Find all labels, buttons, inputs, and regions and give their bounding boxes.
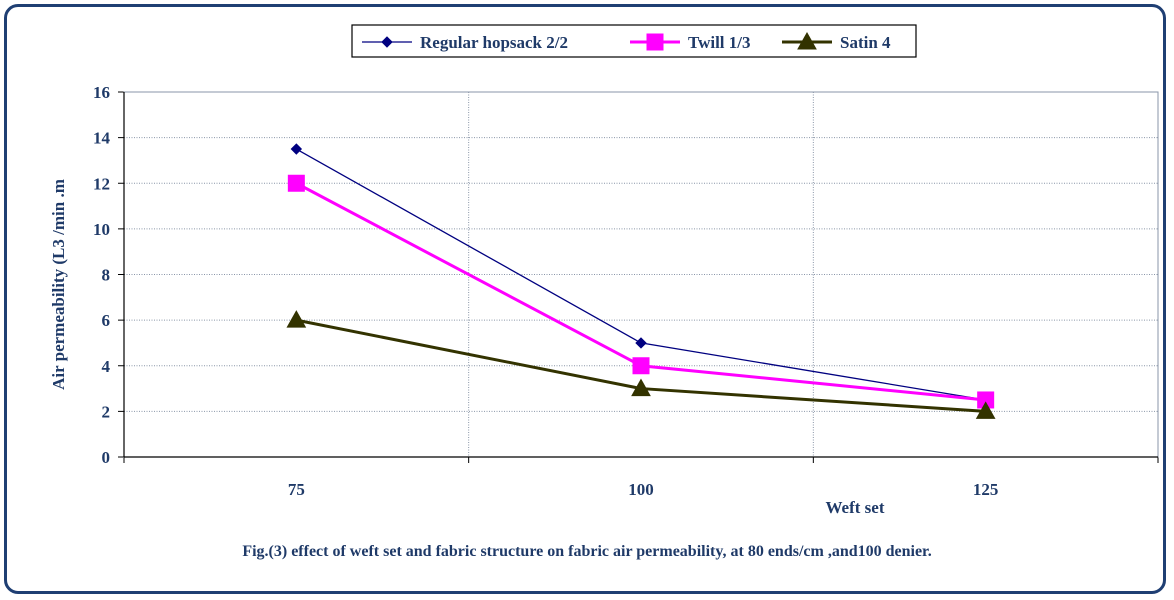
x-tick-label: 125: [973, 480, 999, 499]
legend-marker-square: [646, 33, 664, 51]
gridlines: [124, 91, 1158, 457]
series-square: [287, 174, 995, 409]
y-tick-label: 16: [93, 83, 110, 102]
data-point-triangle: [975, 401, 996, 419]
figure-frame: [4, 4, 1166, 594]
x-axis-title: Weft set: [825, 498, 884, 517]
y-axis-title: Air permeability (L3 /min .m: [49, 179, 68, 390]
legend-marker-triangle: [797, 31, 817, 50]
tick-labels: 0 2 4 6 8 10 12 14 16 75 100 125: [93, 83, 998, 499]
y-tick-label: 2: [102, 402, 111, 421]
data-point-triangle: [286, 310, 307, 328]
legend-label: Twill 1/3: [688, 33, 751, 52]
legend-label: Regular hopsack 2/2: [420, 33, 568, 52]
data-point-square: [632, 357, 650, 375]
legend-entry: Twill 1/3: [630, 33, 751, 52]
y-tick-label: 6: [102, 311, 111, 330]
data-point-triangle: [631, 378, 651, 397]
y-tick-label: 0: [102, 448, 111, 467]
data-point-diamond: [635, 337, 647, 349]
figure-caption: Fig.(3) effect of weft set and fabric st…: [242, 543, 932, 560]
x-tick-label: 75: [288, 480, 305, 499]
axes: [118, 91, 1159, 463]
legend-entry: Satin 4: [782, 31, 891, 52]
legend-marker-diamond: [381, 36, 393, 48]
series-lines: [286, 143, 996, 419]
x-tick-label: 100: [628, 480, 654, 499]
legend-entry: Regular hopsack 2/2: [362, 33, 568, 52]
series-triangle: [286, 310, 996, 419]
y-tick-label: 14: [93, 129, 111, 148]
y-tick-label: 8: [102, 266, 111, 285]
y-tick-label: 4: [102, 357, 111, 376]
legend: Regular hopsack 2/2 Twill 1/3 Satin 4: [351, 24, 917, 58]
data-point-square: [287, 174, 305, 192]
y-tick-label: 12: [93, 174, 110, 193]
data-point-diamond: [290, 143, 303, 155]
legend-label: Satin 4: [840, 33, 891, 52]
y-tick-label: 10: [93, 220, 110, 239]
